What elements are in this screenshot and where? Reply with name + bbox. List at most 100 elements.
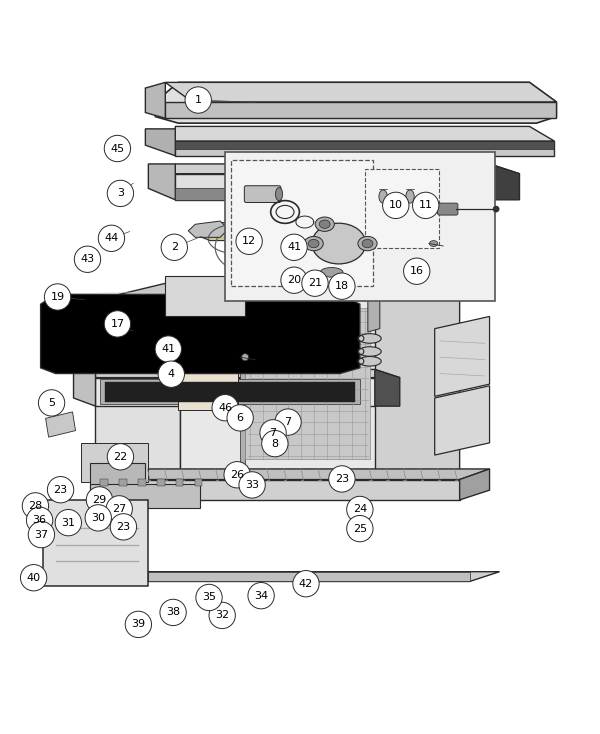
Circle shape bbox=[104, 310, 131, 337]
Text: 4: 4 bbox=[168, 369, 175, 379]
Polygon shape bbox=[166, 102, 556, 118]
Circle shape bbox=[74, 246, 101, 272]
Polygon shape bbox=[91, 484, 200, 508]
Circle shape bbox=[212, 395, 238, 421]
Ellipse shape bbox=[56, 331, 68, 338]
Ellipse shape bbox=[56, 316, 68, 323]
Ellipse shape bbox=[275, 187, 283, 200]
Text: 46: 46 bbox=[218, 403, 232, 413]
Circle shape bbox=[107, 443, 134, 470]
Ellipse shape bbox=[56, 292, 68, 299]
Polygon shape bbox=[91, 463, 145, 500]
Polygon shape bbox=[175, 174, 490, 200]
Circle shape bbox=[383, 192, 409, 219]
Circle shape bbox=[86, 487, 113, 513]
Circle shape bbox=[47, 476, 74, 503]
Ellipse shape bbox=[56, 323, 68, 330]
Circle shape bbox=[125, 611, 152, 638]
Circle shape bbox=[155, 336, 181, 362]
Circle shape bbox=[185, 87, 211, 113]
Circle shape bbox=[104, 135, 131, 161]
Text: 45: 45 bbox=[110, 144, 124, 153]
Text: 36: 36 bbox=[32, 515, 47, 526]
Polygon shape bbox=[490, 164, 520, 200]
Circle shape bbox=[413, 192, 439, 219]
Polygon shape bbox=[460, 469, 490, 500]
Polygon shape bbox=[95, 369, 400, 377]
Circle shape bbox=[110, 514, 137, 540]
Polygon shape bbox=[80, 443, 148, 482]
Polygon shape bbox=[98, 479, 460, 500]
Circle shape bbox=[275, 409, 301, 435]
FancyBboxPatch shape bbox=[231, 161, 373, 286]
Text: 42: 42 bbox=[299, 578, 313, 589]
Circle shape bbox=[209, 603, 235, 628]
Circle shape bbox=[224, 462, 250, 488]
Circle shape bbox=[236, 228, 262, 255]
Circle shape bbox=[85, 505, 112, 531]
Polygon shape bbox=[180, 300, 375, 492]
Polygon shape bbox=[375, 280, 460, 492]
Circle shape bbox=[260, 420, 286, 446]
Polygon shape bbox=[434, 386, 490, 455]
Ellipse shape bbox=[56, 308, 68, 315]
Circle shape bbox=[98, 225, 125, 252]
Polygon shape bbox=[95, 280, 460, 300]
Text: 23: 23 bbox=[53, 484, 68, 495]
Polygon shape bbox=[145, 129, 175, 156]
Text: 2: 2 bbox=[171, 242, 178, 252]
Text: 41: 41 bbox=[161, 344, 175, 354]
Text: 43: 43 bbox=[80, 254, 95, 264]
Polygon shape bbox=[175, 141, 554, 156]
Ellipse shape bbox=[358, 357, 381, 366]
Bar bbox=[100, 479, 107, 486]
Ellipse shape bbox=[430, 241, 438, 247]
Ellipse shape bbox=[415, 179, 433, 192]
Polygon shape bbox=[175, 164, 520, 174]
Polygon shape bbox=[368, 294, 380, 332]
Text: 24: 24 bbox=[353, 504, 367, 515]
FancyBboxPatch shape bbox=[437, 203, 458, 215]
FancyBboxPatch shape bbox=[365, 169, 439, 248]
Polygon shape bbox=[100, 379, 360, 404]
Circle shape bbox=[158, 361, 184, 388]
Ellipse shape bbox=[406, 190, 414, 203]
Circle shape bbox=[248, 583, 274, 608]
Polygon shape bbox=[95, 300, 180, 492]
Text: 3: 3 bbox=[117, 189, 124, 198]
Ellipse shape bbox=[304, 236, 323, 251]
Polygon shape bbox=[148, 164, 175, 200]
Circle shape bbox=[20, 564, 47, 591]
Circle shape bbox=[22, 493, 49, 519]
Ellipse shape bbox=[493, 206, 499, 212]
Polygon shape bbox=[175, 189, 490, 200]
Text: 35: 35 bbox=[202, 592, 216, 603]
Text: 8: 8 bbox=[271, 439, 278, 448]
Circle shape bbox=[281, 267, 307, 294]
Circle shape bbox=[44, 284, 71, 310]
Polygon shape bbox=[245, 308, 370, 459]
Ellipse shape bbox=[315, 217, 334, 231]
Text: 37: 37 bbox=[34, 530, 49, 539]
Text: 40: 40 bbox=[26, 573, 41, 583]
Circle shape bbox=[293, 570, 319, 597]
Polygon shape bbox=[148, 572, 470, 581]
Polygon shape bbox=[375, 369, 400, 406]
Ellipse shape bbox=[320, 267, 343, 277]
Text: 38: 38 bbox=[166, 608, 180, 617]
Bar bbox=[139, 479, 146, 486]
Circle shape bbox=[28, 521, 55, 548]
Bar bbox=[176, 479, 184, 486]
Polygon shape bbox=[145, 82, 166, 118]
Circle shape bbox=[329, 466, 355, 492]
Polygon shape bbox=[166, 82, 556, 102]
Ellipse shape bbox=[56, 362, 68, 369]
Text: 41: 41 bbox=[287, 242, 301, 252]
Polygon shape bbox=[166, 276, 245, 316]
Circle shape bbox=[107, 181, 134, 206]
Text: 20: 20 bbox=[287, 275, 301, 286]
Circle shape bbox=[196, 584, 222, 611]
FancyBboxPatch shape bbox=[225, 151, 494, 301]
Circle shape bbox=[329, 273, 355, 299]
Circle shape bbox=[347, 515, 373, 542]
